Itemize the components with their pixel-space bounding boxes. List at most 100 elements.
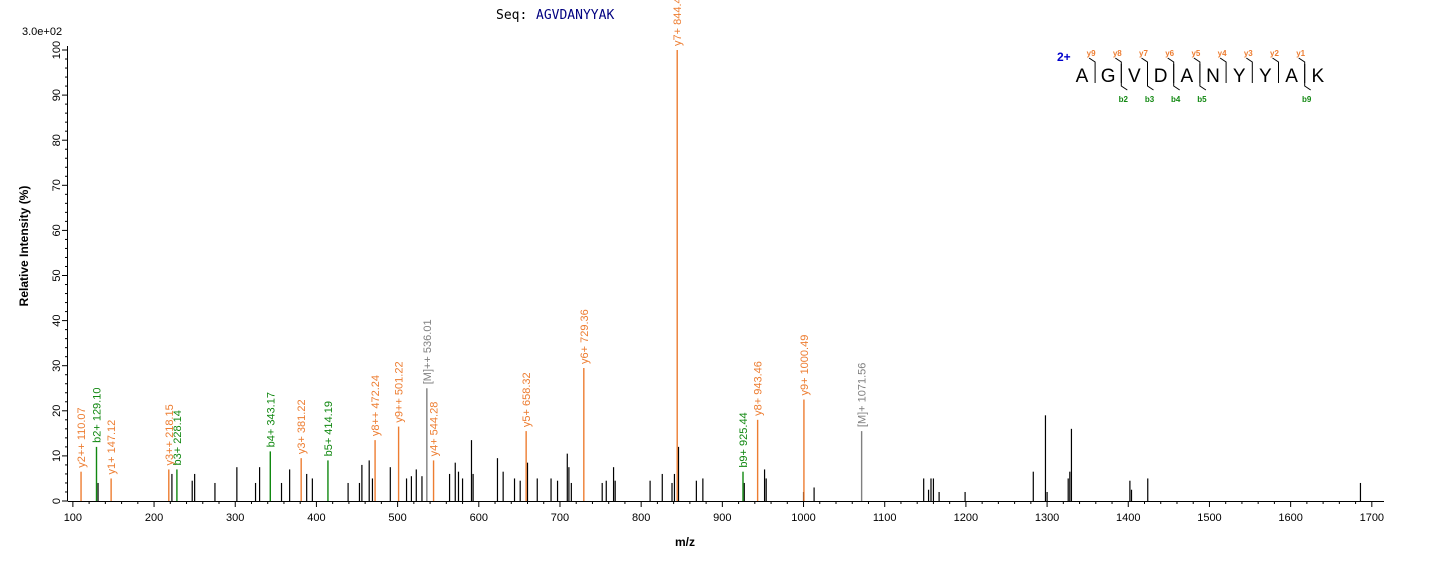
x-tick-label: 1200	[954, 512, 978, 524]
y-ion-bracket	[1193, 57, 1201, 83]
y-ion-label: y2	[1270, 49, 1279, 58]
y-tick-label: 10	[51, 450, 63, 462]
peak-label: y6+ 729.36	[579, 309, 591, 364]
b-ion-label: b9	[1302, 95, 1312, 104]
b-ion-bracket	[1120, 64, 1128, 91]
x-tick-label: 900	[713, 512, 731, 524]
y-axis: 0 10 20 30 40 50 60 70 80 90 100	[51, 41, 68, 504]
y-ion-label: y6	[1165, 49, 1174, 58]
y-tick-label: 40	[51, 314, 63, 326]
y-tick-label: 50	[51, 269, 63, 281]
peak-label: y1+ 147.12	[106, 420, 118, 475]
y-ion-bracket	[1272, 57, 1279, 83]
residue-letter: Y	[1259, 66, 1272, 87]
peak-label: y8++ 472.24	[370, 375, 382, 436]
peak-label: b9+ 925.44	[738, 412, 750, 467]
peak-label: b4+ 343.17	[265, 392, 277, 447]
residue-letter: K	[1311, 66, 1324, 87]
y-ion-label: y4	[1218, 49, 1227, 58]
b-ion-bracket	[1173, 64, 1180, 91]
x-tick-label: 400	[307, 512, 325, 524]
y-ion-bracket	[1298, 57, 1306, 83]
y-ion-bracket	[1167, 57, 1175, 83]
y-tick-label: 0	[51, 498, 63, 504]
x-tick-label: 1700	[1360, 512, 1384, 524]
x-tick-label: 1400	[1116, 512, 1140, 524]
x-tick-label: 700	[551, 512, 569, 524]
y-ion-label: y9	[1087, 49, 1096, 58]
peak-label: b5+ 414.19	[323, 401, 335, 456]
residue-letter: D	[1154, 66, 1168, 87]
peak-label: y3+ 381.22	[296, 399, 308, 454]
x-tick-label: 500	[388, 512, 406, 524]
x-axis: 100 200 300 400 500 600 700 800 900 1000 1100 1200 1…	[64, 501, 1384, 524]
residue-letter: V	[1128, 66, 1141, 87]
sequence-title: Seq: AGVDANYYAK	[496, 8, 614, 23]
scale-label: 3.0e+02	[22, 26, 62, 38]
y-tick-label: 70	[51, 179, 63, 191]
b-ion-label: b3	[1145, 95, 1155, 104]
x-axis-label: m/z	[675, 535, 695, 549]
peak-label: y2++ 110.07	[76, 407, 88, 467]
peak-label: y9++ 501.22	[394, 361, 406, 422]
peak-label: y4+ 544.28	[429, 402, 441, 457]
x-tick-label: 1500	[1197, 512, 1221, 524]
b-ion-label: b4	[1171, 95, 1181, 104]
y-tick-label: 80	[51, 134, 63, 146]
y-tick-label: 100	[51, 41, 63, 59]
y-ion-label: y3	[1244, 49, 1253, 58]
x-tick-label: 300	[226, 512, 244, 524]
y-ion-label: y8	[1113, 49, 1122, 58]
peak-label: b2+ 129.10	[91, 388, 103, 443]
x-tick-label: 100	[64, 512, 82, 524]
x-tick-label: 600	[470, 512, 488, 524]
peak-label: y7+ 844.40	[672, 0, 684, 46]
y-ion-bracket	[1246, 57, 1253, 83]
y-tick-label: 20	[51, 405, 63, 417]
b-ion-label: b2	[1119, 95, 1129, 104]
y-axis-label: Relative Intensity (%)	[17, 186, 31, 307]
peak-label: y8+ 943.46	[753, 361, 765, 416]
residue-letter: Y	[1233, 66, 1246, 87]
y-ion-bracket	[1115, 57, 1122, 83]
x-tick-label: 1100	[873, 512, 897, 524]
charge-label: 2+	[1057, 50, 1071, 64]
unmatched-peaks	[97, 415, 1362, 501]
y-ion-label: y1	[1296, 49, 1305, 58]
y-ion-label: y7	[1139, 49, 1148, 58]
sequence-prefix: Seq:	[496, 8, 527, 23]
x-tick-label: 1000	[791, 512, 815, 524]
x-tick-label: 200	[145, 512, 163, 524]
y-ion-label: y5	[1191, 49, 1200, 58]
b-ion-label: b5	[1197, 95, 1207, 104]
residue-letter: N	[1206, 66, 1220, 87]
peak-label: [M]+ 1071.56	[857, 363, 869, 428]
y-ion-bracket	[1219, 57, 1227, 83]
peak-label: b3+ 228.14	[172, 410, 184, 465]
y-tick-label: 30	[51, 360, 63, 372]
b-ion-bracket	[1199, 64, 1207, 91]
peak-label: [M]++ 536.01	[422, 319, 434, 384]
residue-letter: G	[1101, 66, 1116, 87]
b-ion-bracket	[1147, 64, 1154, 91]
sequence-value: AGVDANYYAK	[536, 8, 614, 23]
matched-peaks	[80, 50, 863, 501]
residue-letter: A	[1076, 66, 1089, 87]
b-ion-bracket	[1304, 64, 1311, 91]
peak-label: y9+ 1000.49	[799, 335, 811, 396]
y-ion-bracket	[1141, 57, 1148, 83]
y-ion-bracket	[1088, 57, 1096, 83]
y-tick-label: 90	[51, 89, 63, 101]
residue-letter: A	[1285, 66, 1298, 87]
residue-letter: A	[1180, 66, 1193, 87]
x-tick-label: 1300	[1035, 512, 1059, 524]
peak-label: y3++ 218.15	[164, 404, 176, 465]
y-tick-label: 60	[51, 224, 63, 236]
peak-label: y5+ 658.32	[521, 372, 533, 427]
x-tick-label: 1600	[1278, 512, 1302, 524]
x-tick-label: 800	[632, 512, 650, 524]
